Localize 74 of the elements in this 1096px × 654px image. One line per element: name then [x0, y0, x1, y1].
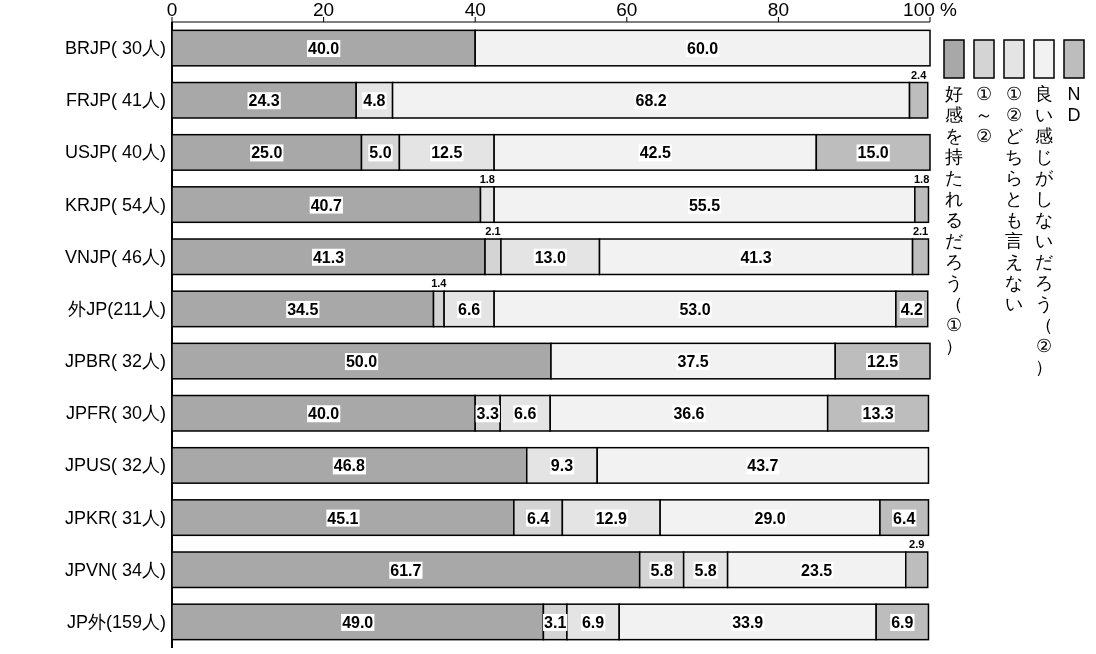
data-label: 1.8 [479, 172, 495, 185]
data-label: 9.3 [550, 457, 574, 475]
y-tick-label: KRJP( 54人) [64, 194, 166, 215]
data-label: 34.5 [287, 300, 319, 318]
y-tick-label: JPFR( 30人) [65, 403, 166, 424]
data-label: 36.6 [673, 405, 705, 423]
data-label: 40.0 [308, 40, 340, 58]
y-tick-label: VNJP( 46人) [64, 246, 166, 267]
legend-label: ①～② [975, 84, 993, 146]
y-tick-label: BRJP( 30人) [64, 38, 166, 59]
data-label: 60.0 [687, 40, 719, 58]
text: ①②どちらとも言えない [1005, 84, 1023, 314]
data-label: 1.4 [431, 277, 448, 290]
data-label: 23.5 [801, 561, 833, 579]
data-label: 50.0 [345, 353, 378, 371]
x-tick-label: 100 % [903, 0, 958, 20]
data-label: 4.8 [363, 92, 386, 110]
legend-label: ND [1067, 84, 1081, 125]
data-label: 53.0 [679, 300, 711, 318]
data-label: 40.7 [310, 196, 342, 214]
data-label: 61.7 [390, 561, 422, 579]
data-label: 2.1 [912, 225, 929, 238]
data-label: 33.9 [732, 613, 764, 631]
y-tick-label: FRJP( 41人) [65, 90, 166, 111]
data-label: 2.1 [485, 225, 501, 238]
x-tick-label: 20 [313, 0, 335, 20]
data-label: 5.8 [694, 561, 717, 579]
data-label: 13.0 [534, 248, 566, 266]
text: 好感を持たれるだろう（①） [945, 84, 963, 356]
data-label: 6.6 [514, 405, 537, 423]
data-label: 41.3 [740, 248, 772, 266]
data-label: 2.4 [910, 68, 928, 81]
x-tick-label: 80 [767, 0, 789, 20]
data-label: 68.2 [635, 92, 667, 110]
data-label: 1.8 [914, 172, 930, 185]
data-label: 42.5 [639, 144, 671, 162]
y-tick-label: USJP( 40人) [64, 142, 166, 163]
data-label: 3.3 [476, 405, 499, 423]
data-label: 46.8 [333, 457, 366, 475]
data-label: 45.1 [327, 509, 359, 527]
data-label: 6.4 [526, 509, 550, 527]
data-label: 6.4 [893, 509, 916, 527]
data-label: 4.2 [900, 300, 924, 318]
y-tick-label: JPBR( 32人) [64, 351, 166, 372]
x-tick-label: 60 [616, 0, 638, 20]
x-tick-label: 40 [464, 0, 486, 20]
data-label: 5.8 [650, 561, 673, 579]
y-tick-label: JPUS( 32人) [64, 455, 166, 476]
data-label: 12.9 [595, 509, 627, 527]
data-label: 15.0 [857, 144, 889, 162]
data-label: 25.0 [251, 144, 283, 162]
data-label: 6.9 [581, 613, 605, 631]
data-label: 49.0 [342, 613, 374, 631]
text: 良い感じがしないだろう（②） [1035, 84, 1053, 377]
x-tick-label: 0 [166, 0, 178, 20]
data-label: 29.0 [754, 509, 786, 527]
data-label: 6.9 [891, 613, 914, 631]
data-label: 12.5 [431, 144, 463, 162]
y-tick-label: JPKR( 31人) [64, 507, 166, 528]
data-label: 37.5 [677, 353, 709, 371]
data-label: 5.0 [369, 144, 392, 162]
data-label: 24.3 [248, 92, 280, 110]
data-label: 43.7 [747, 457, 779, 475]
y-tick-label: JP外(159人) [66, 611, 166, 632]
data-label: 6.6 [458, 300, 481, 318]
data-label: 41.3 [312, 248, 345, 266]
y-tick-label: JPVN( 34人) [64, 559, 166, 580]
data-label: 55.5 [688, 196, 721, 214]
y-tick-label: 外JP(211人) [68, 298, 166, 319]
data-label: 3.1 [544, 613, 567, 631]
data-label: 2.9 [909, 538, 925, 551]
data-label: 40.0 [308, 405, 340, 423]
data-label: 12.5 [867, 353, 899, 371]
data-label: 13.3 [862, 405, 894, 423]
